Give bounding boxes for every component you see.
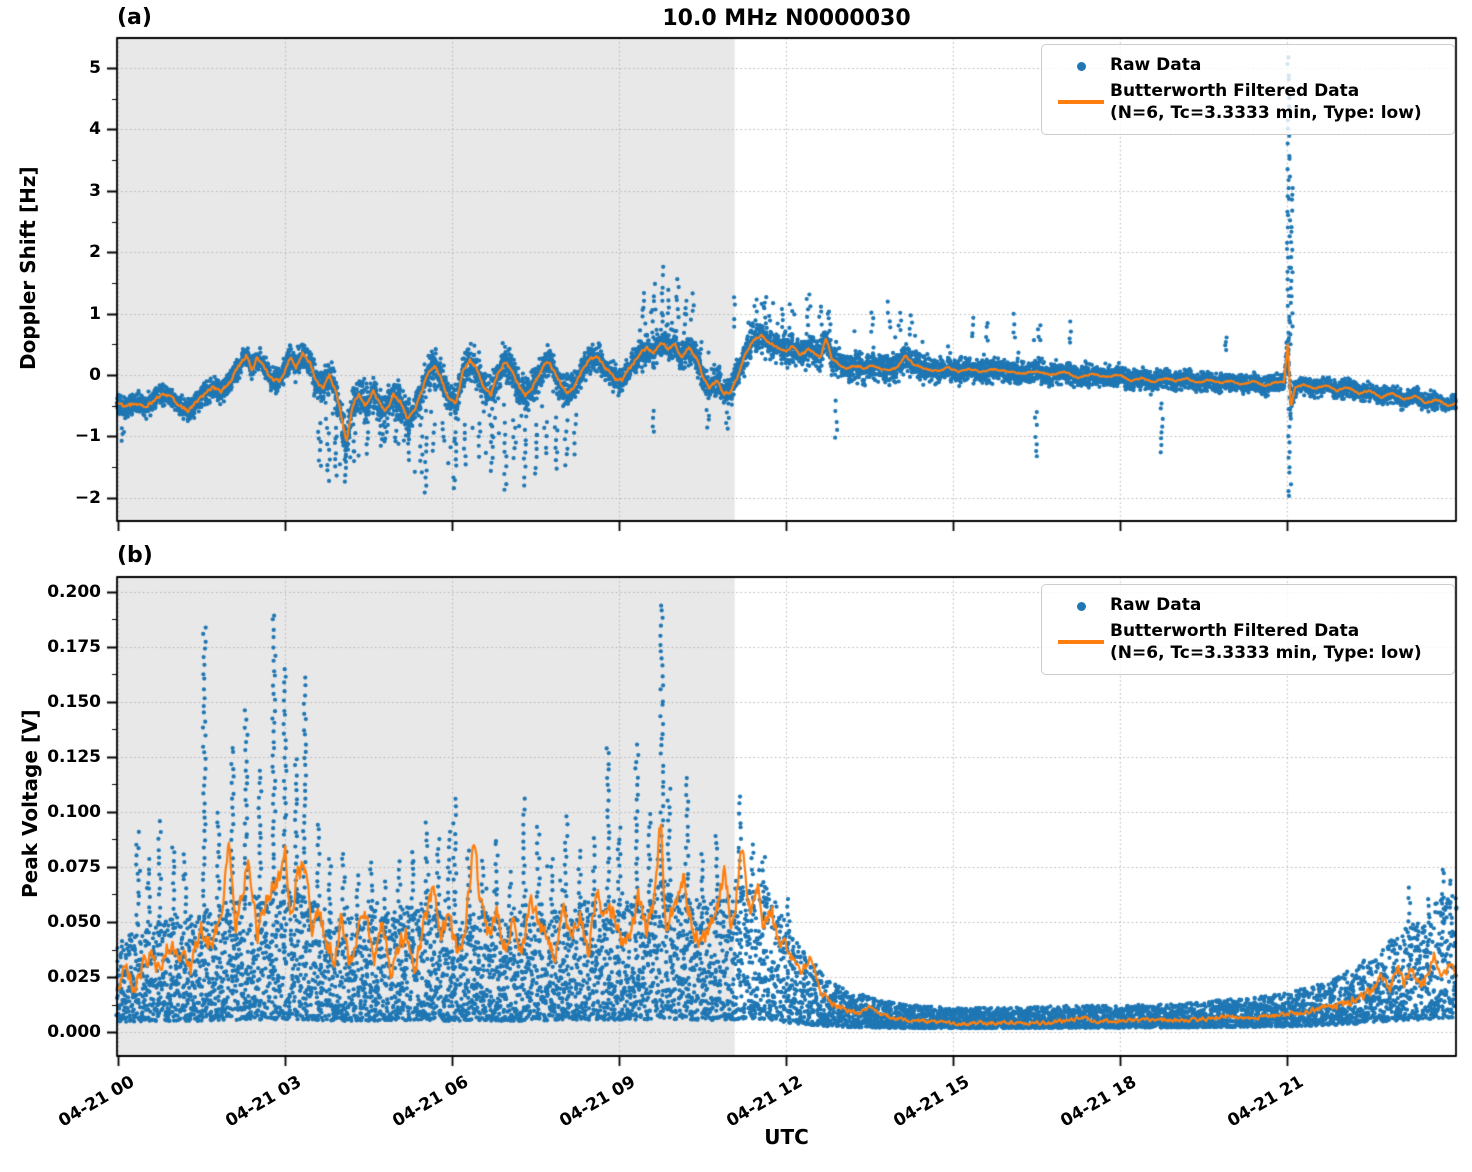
y-tick-label: 0.050 <box>47 912 101 932</box>
legend-filtered-label-line1: Butterworth Filtered Data <box>1110 621 1360 641</box>
legend-item-filtered: Butterworth Filtered Data (N=6, Tc=3.333… <box>1052 80 1444 124</box>
legend-panel-b: Raw Data Butterworth Filtered Data (N=6,… <box>1041 584 1455 676</box>
y-tick-label: 0.150 <box>47 691 101 712</box>
y-tick-label: 2 <box>89 242 101 263</box>
legend-raw-label: Raw Data <box>1110 55 1202 75</box>
panel-a-label: (a) <box>117 5 152 30</box>
y-tick-label: 0.025 <box>47 967 101 987</box>
filtered-line-marker <box>1058 100 1104 104</box>
y-tick-label: 0 <box>89 364 101 385</box>
legend-filtered-label-line1: Butterworth Filtered Data <box>1110 81 1360 101</box>
legend-panel-a: Raw Data Butterworth Filtered Data (N=6,… <box>1041 44 1455 136</box>
raw-data-dot-marker <box>1076 601 1086 611</box>
legend-item-raw: Raw Data <box>1052 594 1444 618</box>
legend-filtered-label-line2: (N=6, Tc=3.3333 min, Type: low) <box>1110 643 1422 664</box>
y-tick-label: 1 <box>89 303 101 324</box>
y-tick-label: 0.200 <box>47 581 101 602</box>
y-tick-label: 5 <box>89 58 101 79</box>
panel-b-label: (b) <box>117 543 153 568</box>
y-tick-label: 4 <box>89 119 101 140</box>
raw-data-dot-marker <box>1076 61 1086 71</box>
legend-raw-label: Raw Data <box>1110 595 1202 615</box>
y-tick-label: 0.000 <box>47 1022 101 1043</box>
x-axis-label-utc: UTC <box>764 1125 809 1149</box>
y-tick-label: −2 <box>74 487 101 508</box>
page-title: 10.0 MHz N0000030 <box>662 6 911 31</box>
y-tick-label: 0.175 <box>47 636 101 657</box>
y-axis-label-doppler: Doppler Shift [Hz] <box>16 166 40 370</box>
filtered-line-marker <box>1058 640 1104 644</box>
legend-item-filtered: Butterworth Filtered Data (N=6, Tc=3.333… <box>1052 620 1444 664</box>
y-tick-label: 0.100 <box>47 801 101 822</box>
y-tick-label: 0.125 <box>47 746 101 767</box>
y-tick-label: 3 <box>89 180 101 201</box>
legend-item-raw: Raw Data <box>1052 54 1444 78</box>
legend-filtered-label-line2: (N=6, Tc=3.3333 min, Type: low) <box>1110 103 1422 124</box>
y-tick-label: −1 <box>74 426 101 447</box>
y-tick-label: 0.075 <box>47 856 101 877</box>
